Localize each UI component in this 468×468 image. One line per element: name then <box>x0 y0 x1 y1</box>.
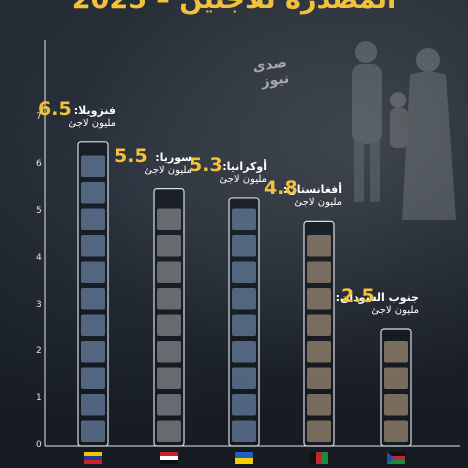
bar-cell <box>157 420 181 442</box>
bar-cell <box>157 208 181 230</box>
bar-cell <box>81 314 105 336</box>
bar-cell <box>384 341 408 363</box>
bar-unit-label: مليون لاجئ <box>144 164 192 176</box>
bar-cell <box>232 235 256 257</box>
bar-cell <box>81 235 105 257</box>
bar-cell <box>232 367 256 389</box>
bar-cell <box>157 288 181 310</box>
bar-3 <box>228 197 260 447</box>
bar-cell <box>81 367 105 389</box>
bar-cell <box>232 420 256 442</box>
bar-cell <box>157 235 181 257</box>
bar-unit-label: مليون لاجئ <box>219 173 267 185</box>
refugee-photo-silhouette <box>352 41 456 220</box>
bar-cell <box>384 420 408 442</box>
bar-cell <box>307 420 331 442</box>
y-tick-label: 0 <box>36 440 42 450</box>
y-tick-label: 7 <box>36 112 42 123</box>
bar-cell <box>232 261 256 283</box>
bar-cell <box>157 314 181 336</box>
bar-cell <box>232 288 256 310</box>
bar-cell <box>157 367 181 389</box>
bar-cell <box>81 155 105 177</box>
bar-cell <box>307 367 331 389</box>
bar-country-label: أوكرانيا: <box>222 159 267 173</box>
south-sudan-flag <box>387 452 405 464</box>
bar-value-label: 6.5 <box>38 97 72 120</box>
bar-1 <box>77 141 109 447</box>
bar-value-label: 5.3 <box>189 153 223 176</box>
bar-cell <box>232 208 256 230</box>
bar-cell <box>157 261 181 283</box>
bar-unit-label: مليون لاجئ <box>371 305 419 316</box>
bar-unit-label: مليون لاجئ <box>68 117 116 129</box>
bar-country-label: أفغانستان: <box>282 183 342 197</box>
y-tick-label: 3 <box>36 299 42 310</box>
bar-2 <box>153 188 185 447</box>
bar-cell <box>232 314 256 336</box>
bar-cell <box>384 394 408 416</box>
bar-value-label: 4.8 <box>264 177 298 200</box>
y-tick-label: 4 <box>36 252 42 263</box>
bar-value-label: 5.5 <box>114 144 148 167</box>
bar-cell <box>307 261 331 283</box>
bar-unit-label: مليون لاجئ <box>294 197 342 209</box>
venezuela-flag <box>84 452 102 464</box>
bar-cell <box>81 208 105 230</box>
afghanistan-flag <box>310 452 328 464</box>
bar-value-label: 2.5 <box>341 285 375 307</box>
bar-cell <box>81 420 105 442</box>
syria-flag <box>160 452 178 464</box>
bar-cell <box>307 394 331 416</box>
bar-country-label: جنوب السودان: <box>335 291 419 304</box>
bar-cell <box>232 341 256 363</box>
bar-cell <box>81 341 105 363</box>
ukraine-flag <box>235 452 253 464</box>
bar-4 <box>303 220 335 447</box>
bar-5 <box>380 328 412 447</box>
bar-cell <box>81 288 105 310</box>
y-tick-label: 6 <box>36 159 42 170</box>
y-tick-label: 2 <box>36 346 42 357</box>
bar-cell <box>232 394 256 416</box>
bar-cell <box>81 182 105 204</box>
bar-cell <box>307 288 331 310</box>
bar-cell <box>81 394 105 416</box>
y-tick-label: 5 <box>36 206 42 216</box>
bar-cell <box>157 341 181 363</box>
bar-country-label: سوريا: <box>155 150 192 164</box>
bar-cell <box>384 367 408 389</box>
bar-country-label: فنزويلا: <box>73 103 116 117</box>
chart-title: المصدرة للاجئين – 2025 <box>0 0 468 15</box>
bar-cell <box>307 341 331 363</box>
bar-cell <box>307 314 331 336</box>
bar-cell <box>81 261 105 283</box>
y-tick-label: 1 <box>36 393 42 404</box>
bar-cell <box>157 394 181 416</box>
bar-cell <box>307 235 331 257</box>
